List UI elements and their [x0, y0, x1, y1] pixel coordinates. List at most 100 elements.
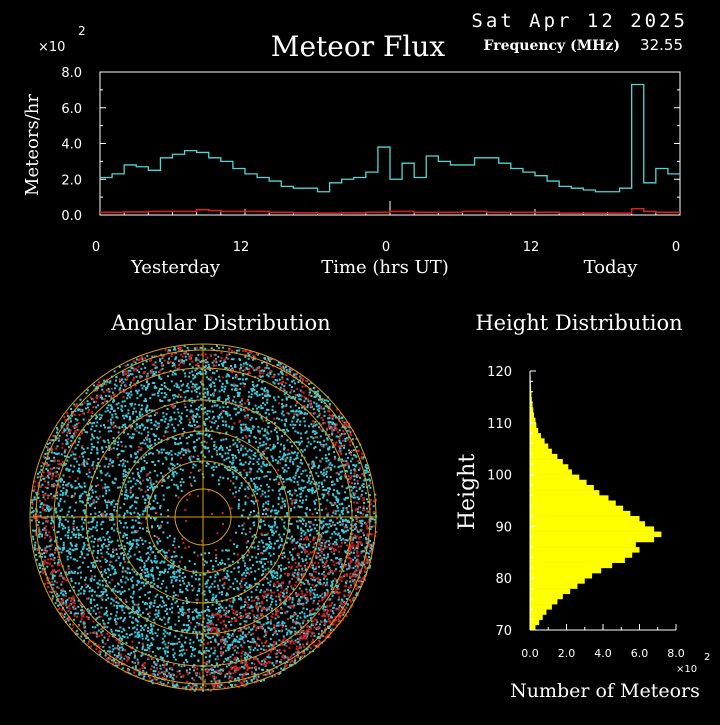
- angular-point: [189, 642, 191, 644]
- angular-point: [142, 582, 144, 584]
- angular-point: [264, 387, 266, 389]
- angular-point: [224, 466, 226, 468]
- angular-point: [37, 497, 39, 499]
- angular-point: [83, 448, 85, 450]
- angular-point: [206, 614, 208, 616]
- angular-point: [237, 677, 239, 679]
- angular-point: [324, 619, 326, 621]
- angular-point: [148, 648, 150, 650]
- angular-point: [316, 594, 318, 596]
- angular-point: [252, 501, 254, 503]
- angular-point: [343, 447, 345, 449]
- angular-point: [161, 521, 163, 523]
- angular-point: [240, 448, 242, 450]
- angular-point: [140, 655, 142, 657]
- angular-point: [127, 395, 129, 397]
- angular-point: [75, 534, 77, 536]
- angular-point: [266, 609, 268, 611]
- angular-point: [228, 558, 230, 560]
- angular-point: [143, 468, 145, 470]
- angular-point: [295, 499, 297, 501]
- angular-point: [221, 455, 223, 457]
- angular-point: [251, 679, 253, 681]
- angular-point: [286, 470, 288, 472]
- angular-point: [154, 387, 156, 389]
- angular-point: [250, 419, 252, 421]
- angular-point: [264, 395, 266, 397]
- angular-point: [263, 624, 265, 626]
- angular-point: [321, 528, 323, 530]
- angular-point: [153, 666, 155, 668]
- angular-point: [222, 449, 224, 451]
- angular-point: [296, 494, 298, 496]
- angular-point: [109, 651, 111, 653]
- angular-point: [102, 620, 104, 622]
- angular-point: [102, 451, 104, 453]
- angular-point: [204, 456, 206, 458]
- angular-point: [126, 498, 128, 500]
- angular-point: [176, 683, 178, 685]
- angular-point: [320, 435, 322, 437]
- angular-point: [329, 520, 331, 522]
- angular-point: [165, 653, 167, 655]
- angular-point: [74, 572, 76, 574]
- angular-point: [138, 487, 140, 489]
- angular-point: [177, 408, 179, 410]
- angular-point: [333, 489, 335, 491]
- angular-point: [158, 648, 160, 650]
- angular-point: [109, 564, 111, 566]
- angular-point: [255, 418, 257, 420]
- angular-point: [261, 669, 263, 671]
- angular-point: [167, 537, 169, 539]
- angular-point: [268, 645, 270, 647]
- angular-point: [146, 569, 148, 571]
- angular-point: [51, 591, 53, 593]
- angular-point: [275, 427, 277, 429]
- angular-point: [148, 515, 150, 517]
- angular-point: [299, 588, 301, 590]
- angular-point: [107, 539, 109, 541]
- angular-point: [198, 458, 200, 460]
- angular-point: [157, 629, 159, 631]
- angular-point: [230, 365, 232, 367]
- angular-point: [43, 552, 45, 554]
- angular-point: [79, 497, 81, 499]
- angular-point: [224, 388, 226, 390]
- angular-point: [178, 546, 180, 548]
- angular-point: [212, 381, 214, 383]
- angular-point: [167, 651, 169, 653]
- angular-point: [171, 457, 173, 459]
- angular-point: [105, 655, 107, 657]
- angular-point: [267, 547, 269, 549]
- angular-point: [361, 525, 363, 527]
- angular-point: [60, 584, 62, 586]
- angular-point: [88, 458, 90, 460]
- angular-point: [282, 411, 284, 413]
- angular-point: [315, 623, 317, 625]
- angular-point: [277, 589, 279, 591]
- angular-point: [136, 647, 138, 649]
- angular-point: [141, 560, 143, 562]
- angular-point: [265, 412, 267, 414]
- angular-point: [68, 565, 70, 567]
- angular-point: [126, 527, 128, 529]
- angular-point: [133, 478, 135, 480]
- angular-point: [216, 662, 218, 664]
- angular-point: [232, 583, 234, 585]
- angular-point: [159, 540, 161, 542]
- angular-point: [44, 556, 46, 558]
- angular-point: [264, 464, 266, 466]
- angular-point: [341, 510, 343, 512]
- angular-point: [117, 618, 119, 620]
- angular-point: [131, 367, 133, 369]
- angular-point: [242, 370, 244, 372]
- angular-point: [100, 549, 102, 551]
- angular-point: [302, 523, 304, 525]
- angular-point: [184, 375, 186, 377]
- angular-point: [323, 408, 325, 410]
- angular-point: [330, 502, 332, 504]
- angular-point: [48, 545, 50, 547]
- angular-point: [194, 684, 196, 686]
- angular-point: [290, 498, 292, 500]
- angular-point: [140, 587, 142, 589]
